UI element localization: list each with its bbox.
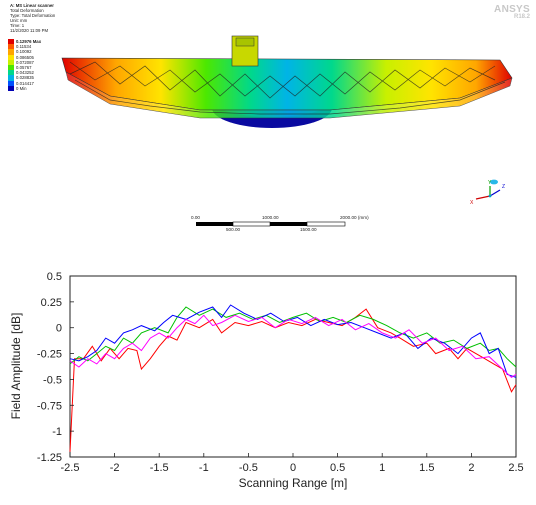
legend-value: 0.028835 [16,75,34,81]
y-tick-label: 0.25 [41,297,62,309]
series-line-3 [69,304,517,378]
y-tick-label: -1.25 [37,452,62,464]
x-tick-label: 0.5 [330,462,345,474]
legend-value: 0.072087 [16,59,34,65]
legend-value: 0.05767 [16,65,32,71]
x-tick-label: -0.5 [239,462,258,474]
analysis-title: A: MS Linear scanner [10,3,54,8]
legend-value: 0.10092 [16,49,32,55]
x-axis-label: Scanning Range [m] [239,476,348,490]
legend-value: 0.12976 Max [16,39,42,45]
legend-swatch [8,44,14,50]
legend-swatch [8,75,14,81]
legend-row: 0.11534 [8,44,41,50]
legend-swatch [8,54,14,60]
legend-swatch [8,85,14,91]
legend-value: 0.043252 [16,70,34,76]
center-tower-top [235,37,255,47]
ansys-logo: ANSYS R18.2 [494,4,530,20]
field-amplitude-chart: -2.5 -2 -1.5 -1 -0.5 0 0.5 1 1.5 2 2.5 0.5 0.25 0 -0.… [0,262,536,505]
header-line: 11/2/2020 11:09 PM [10,28,49,33]
scale-bar [196,221,346,227]
x-tick-label: 0 [290,462,296,474]
x-tick-label: -2 [110,462,120,474]
y-axis-label: Field Amplitude [dB] [9,313,23,420]
y-tick-label: -0.25 [37,349,62,361]
legend-swatch [8,59,14,65]
legend-value: 0.11534 [16,44,32,50]
truss-beam-lower [65,71,513,119]
triad-x-label: X [470,200,474,206]
legend-value: 0 Min [16,85,27,91]
x-tick-label: -1 [199,462,209,474]
legend-swatch [8,70,14,76]
scale-label: 0.00 [191,215,200,220]
x-tick-label: 2 [468,462,474,474]
x-tick-label: 2.5 [508,462,523,474]
x-tick-layer: -2.5 -2 -1.5 -1 -0.5 0 0.5 1 1.5 2 2.5 [61,453,524,474]
logo-brand: ANSYS [494,4,530,15]
plot-area [69,275,517,458]
legend-value: 0.014417 [16,80,34,86]
legend-row: 0 Min [8,85,41,91]
legend-swatch [8,39,14,45]
scale-label: 500.00 [226,227,241,232]
fea-model-view: Y X Z [61,35,513,227]
x-tick-label: 1.5 [419,462,434,474]
x-tick-label: -2.5 [61,462,80,474]
series-line-1 [69,308,517,452]
y-tick-label: -0.5 [43,374,62,386]
scale-label: 2000.00 (mm) [340,215,369,220]
legend-swatch [8,64,14,71]
legend-row: 0.086505 [8,54,41,60]
legend-row: 0.12976 Max [8,39,42,45]
series-line-2 [69,306,517,368]
legend-value: 0.086505 [16,54,34,60]
legend-row: 0.028835 [8,75,41,81]
x-tick-label: 1 [379,462,385,474]
triad-y-label: Y [488,180,492,186]
truss-lattice [69,61,506,115]
header-line: Time: 1 [10,23,25,28]
legend-row: 0.014417 [8,80,41,86]
y-tick-label: 0.5 [47,271,62,283]
x-tick-label: -1.5 [150,462,169,474]
fea-result-panel: Y X Z A: MS Linear scanner Total Deforma… [0,0,536,240]
series-layer [69,304,517,452]
deformation-legend: 0.12976 Max 0.11534 0.10092 0.086505 0.07208… [8,39,41,91]
legend-swatch [8,80,14,86]
legend-row: 0.072087 [8,59,41,65]
series-line-4 [69,314,517,379]
y-tick-label: -1 [52,426,62,438]
scale-label: 1000.00 [262,215,279,220]
header-line: Total Deformation [10,8,44,13]
header-line: Type: Total Deformation [10,13,56,18]
legend-row: 0.05767 [8,64,41,71]
axis-triad: Y X Z [470,179,505,206]
triad-z-label: Z [502,184,505,190]
fea-header: A: MS Linear scanner Total Deformation T… [10,3,55,33]
legend-row: 0.10092 [8,49,41,55]
y-tick-label: 0 [56,323,62,335]
legend-row: 0.043252 [8,70,41,76]
scale-label: 1500.00 [300,227,317,232]
chart-svg: -2.5 -2 -1.5 -1 -0.5 0 0.5 1 1.5 2 2.5 0.5 0.25 0 -0.… [9,271,524,490]
logo-version: R18.2 [513,14,530,20]
legend-swatch [8,49,14,55]
y-tick-layer: 0.5 0.25 0 -0.25 -0.5 -0.75 -1 -1.25 [37,271,74,464]
y-tick-label: -0.75 [37,400,62,412]
header-line: Unit: mm [10,18,28,23]
